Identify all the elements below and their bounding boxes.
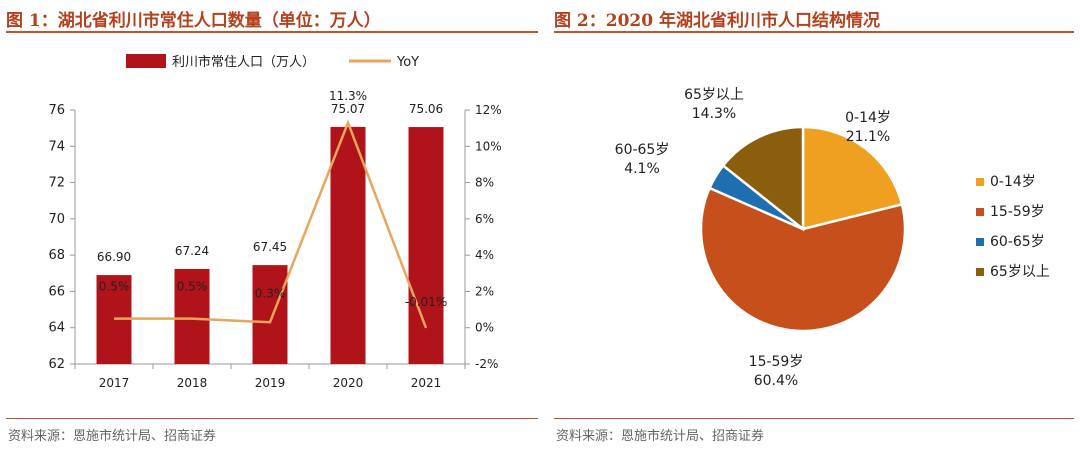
bar-2019 [252,265,288,364]
yoy-value-label: 11.3% [329,89,367,103]
x-tick-label: 2021 [411,376,442,390]
bar-2021 [408,127,444,364]
population-bar-chart: 62 64 66 68 70 72 74 76 -2% 0% 2% 4% 6% 8% 10% 12% 2017 2… [48,54,502,390]
legend-label-population: 利川市常住人口（万人） [172,54,315,70]
structure-pie-chart: 0-14岁 21.1% 15-59岁 60.4% 60-65岁 4.1% 65岁以上 14.3… [615,87,1050,389]
pie-label-name: 15-59岁 [749,354,804,370]
y-tick-label: 68 [48,248,65,263]
legend-swatch [976,208,984,216]
fig2-title: 图 2：2020 年湖北省利川市人口结构情况 [554,11,880,31]
y2-tick-label: 12% [475,103,502,117]
fig1-source: 资料来源：恩施市统计局、招商证券 [8,429,217,444]
pie-label-value: 21.1% [846,129,890,145]
legend-label: 65岁以上 [990,264,1050,280]
pie-label-name: 60-65岁 [615,142,670,158]
y2-tick-label: -2% [475,357,498,371]
y-tick-label: 70 [48,212,65,227]
legend-swatch-population [126,54,166,68]
y2-tick-label: 4% [475,248,494,262]
y2-tick-label: 8% [475,176,494,190]
pie-slice-3 [721,125,805,232]
pie-label-name: 0-14岁 [845,110,891,126]
y-tick-label: 62 [48,357,65,372]
yoy-value-label: 0.5% [177,280,208,294]
bar-2020 [330,126,366,364]
fig1-source-rule [6,418,538,419]
y-tick-label: 74 [48,139,65,154]
bar-2018 [174,268,210,364]
bar-value-label: 66.90 [97,250,131,264]
x-tick-label: 2018 [177,376,208,390]
pie-slice-1 [699,186,907,333]
yoy-value-label: 0.3% [255,286,286,300]
y2-tick-label: 6% [475,212,494,226]
bar-value-label: 67.24 [175,244,209,258]
bar-value-label: 75.07 [331,102,365,116]
legend-swatch [976,268,984,276]
legend-label: 15-59岁 [990,204,1045,220]
legend-swatch [976,178,984,186]
bar-value-label: 67.45 [253,240,287,254]
fig2-source-rule [554,418,1074,419]
legend-label: 60-65岁 [990,234,1045,250]
y2-tick-label: 0% [475,321,494,335]
pie-slice-0 [801,125,904,231]
y2-tick-label: 2% [475,284,494,298]
fig1-title-rule [6,31,538,33]
y-tick-label: 64 [48,321,65,336]
fig2-source: 资料来源：恩施市统计局、招商证券 [556,429,765,444]
legend-swatch [976,238,984,246]
y-tick-label: 66 [48,284,65,299]
legend-label-yoy: YoY [396,55,419,70]
x-tick-label: 2017 [99,376,130,390]
y2-tick-label: 10% [475,139,502,153]
yoy-value-label: -0.01% [405,295,447,309]
x-tick-label: 2020 [333,376,364,390]
pie-label-value: 14.3% [692,106,736,122]
pie-label-value: 4.1% [624,161,660,177]
pie-label-value: 60.4% [754,373,798,389]
y-tick-label: 72 [48,176,65,191]
pie-label-name: 65岁以上 [684,87,744,103]
y-tick-label: 76 [48,103,65,118]
legend-label: 0-14岁 [990,174,1036,190]
fig1-title: 图 1：湖北省利川市常住人口数量（单位：万人） [6,11,381,31]
x-tick-label: 2019 [255,376,286,390]
bar-value-label: 75.06 [409,102,443,116]
yoy-value-label: 0.5% [99,280,130,294]
fig2-title-rule [554,31,1074,33]
